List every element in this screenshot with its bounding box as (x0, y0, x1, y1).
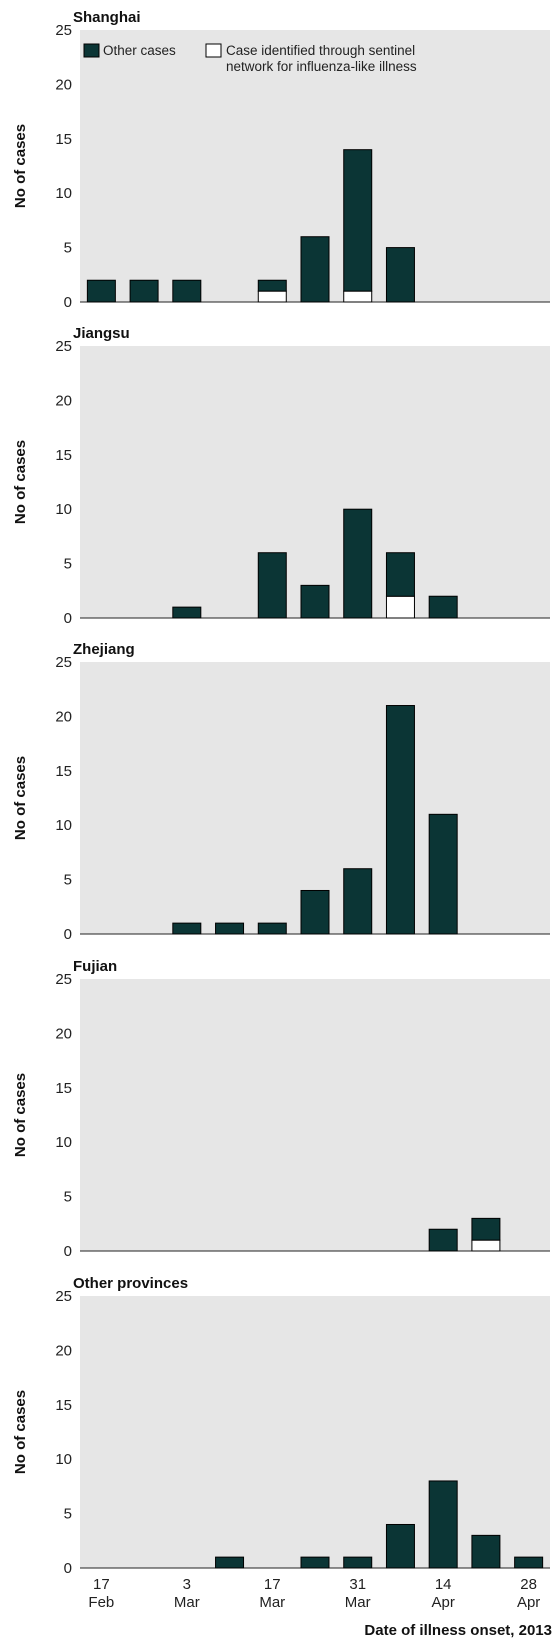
y-axis-label: No of cases (12, 756, 29, 840)
y-tick-label: 15 (55, 1080, 72, 1097)
y-tick-label: 25 (55, 1288, 72, 1305)
bar-other-cases (215, 922, 245, 935)
bar-sentinel (343, 290, 373, 303)
bar-other-cases (343, 1556, 373, 1569)
y-tick-label: 10 (55, 817, 72, 834)
y-tick-label: 5 (64, 556, 72, 573)
y-tick-label: 0 (64, 1243, 72, 1260)
bar-other-cases (257, 922, 287, 935)
panel-title: Fujian (73, 958, 117, 975)
y-axis-label: No of cases (12, 1073, 29, 1157)
bar-other-cases (343, 868, 373, 935)
panel-title: Zhejiang (73, 641, 135, 658)
legend-swatch-other-cases (83, 43, 100, 58)
legend-swatch-sentinel (205, 43, 222, 58)
bar-other-cases (300, 889, 330, 935)
y-tick-label: 20 (55, 1342, 72, 1359)
bar-other-cases (343, 149, 373, 292)
legend-label-other-cases: Other cases (103, 43, 176, 58)
y-tick-label: 10 (55, 185, 72, 202)
y-tick-label: 25 (55, 654, 72, 671)
bar-other-cases (300, 584, 330, 619)
y-tick-label: 0 (64, 294, 72, 311)
y-tick-label: 25 (55, 22, 72, 39)
x-tick-label-day: 3 (183, 1576, 191, 1593)
y-tick-label: 20 (55, 708, 72, 725)
bar-other-cases (215, 1556, 245, 1569)
plot-background (80, 1296, 550, 1568)
bar-other-cases (385, 247, 415, 303)
y-tick-label: 25 (55, 338, 72, 355)
x-tick-label-day: 17 (93, 1576, 110, 1593)
bar-sentinel (257, 290, 287, 303)
legend-label-sentinel-line1: Case identified through sentinel (226, 43, 415, 58)
x-tick-label-month: Mar (174, 1594, 200, 1611)
plot-background (80, 346, 550, 618)
bar-other-cases (514, 1556, 544, 1569)
y-tick-label: 5 (64, 1506, 72, 1523)
y-tick-label: 20 (55, 76, 72, 93)
y-tick-label: 10 (55, 1134, 72, 1151)
y-axis-label: No of cases (12, 1390, 29, 1474)
x-tick-label-month: Mar (259, 1594, 285, 1611)
plot-background (80, 662, 550, 934)
y-tick-label: 10 (55, 501, 72, 518)
y-tick-label: 5 (64, 1189, 72, 1206)
x-tick-label-month: Feb (88, 1594, 114, 1611)
panel-title: Shanghai (73, 9, 141, 26)
x-tick-label-day: 14 (435, 1576, 452, 1593)
x-tick-label-day: 28 (520, 1576, 537, 1593)
legend-label-sentinel-line2: network for influenza-like illness (226, 59, 417, 74)
y-tick-label: 15 (55, 447, 72, 464)
panel-title: Jiangsu (73, 325, 130, 342)
bar-other-cases (257, 279, 287, 292)
y-tick-label: 0 (64, 1560, 72, 1577)
bar-other-cases (385, 1523, 415, 1569)
x-tick-label-day: 17 (264, 1576, 281, 1593)
bar-other-cases (428, 1480, 458, 1569)
bar-other-cases (129, 279, 159, 303)
bar-other-cases (428, 1228, 458, 1252)
bar-other-cases (300, 1556, 330, 1569)
y-tick-label: 0 (64, 926, 72, 943)
bar-other-cases (257, 552, 287, 619)
y-tick-label: 20 (55, 1025, 72, 1042)
bar-other-cases (471, 1217, 501, 1241)
y-tick-label: 15 (55, 763, 72, 780)
plot-background (80, 979, 550, 1251)
bar-other-cases (86, 279, 116, 303)
x-tick-label-day: 31 (349, 1576, 366, 1593)
y-tick-label: 5 (64, 872, 72, 889)
x-tick-label-month: Apr (517, 1594, 540, 1611)
x-tick-label-month: Apr (432, 1594, 455, 1611)
x-axis-label: Date of illness onset, 2013 (364, 1622, 552, 1639)
x-tick-label-month: Mar (345, 1594, 371, 1611)
y-tick-label: 5 (64, 240, 72, 257)
panel-title: Other provinces (73, 1275, 188, 1292)
bar-other-cases (385, 552, 415, 597)
bar-other-cases (385, 705, 415, 935)
bar-other-cases (343, 508, 373, 619)
y-tick-label: 25 (55, 971, 72, 988)
y-tick-label: 20 (55, 392, 72, 409)
y-axis-label: No of cases (12, 124, 29, 208)
bar-other-cases (172, 606, 202, 619)
y-tick-label: 10 (55, 1451, 72, 1468)
y-axis-label: No of cases (12, 440, 29, 524)
bar-other-cases (172, 922, 202, 935)
bar-sentinel (471, 1239, 501, 1252)
bar-other-cases (300, 236, 330, 303)
bar-other-cases (471, 1534, 501, 1569)
bar-other-cases (428, 595, 458, 619)
y-tick-label: 15 (55, 131, 72, 148)
bar-other-cases (428, 813, 458, 935)
bar-sentinel (385, 595, 415, 619)
y-tick-label: 15 (55, 1397, 72, 1414)
y-tick-label: 0 (64, 610, 72, 627)
bar-other-cases (172, 279, 202, 303)
